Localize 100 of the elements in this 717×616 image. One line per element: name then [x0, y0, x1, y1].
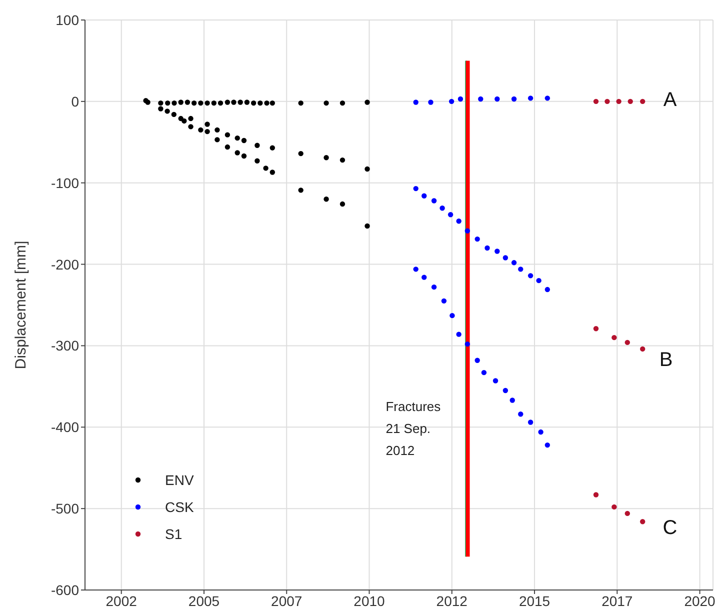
point — [178, 100, 184, 105]
point — [234, 150, 240, 156]
x-tick-label: 2015 — [518, 592, 550, 609]
point — [224, 144, 230, 150]
point — [478, 96, 484, 102]
point — [456, 332, 462, 337]
legend-label: ENV — [165, 472, 194, 488]
point — [224, 100, 230, 105]
point — [298, 188, 304, 193]
point — [511, 96, 517, 102]
point — [544, 286, 550, 292]
point — [211, 100, 217, 106]
point — [593, 492, 599, 498]
point — [234, 135, 240, 141]
point — [164, 108, 170, 114]
legend-label: S1 — [165, 526, 182, 542]
point — [324, 100, 329, 106]
x-tick-label: 2010 — [354, 592, 386, 609]
point — [241, 153, 247, 159]
point — [640, 519, 646, 524]
point — [448, 212, 454, 218]
point — [492, 378, 498, 384]
annotation: Fractures 21 Sep. 2012 — [386, 398, 442, 458]
point — [510, 398, 515, 403]
point — [264, 100, 270, 106]
point — [640, 346, 646, 352]
point — [624, 510, 630, 516]
point — [640, 98, 646, 104]
point — [214, 137, 220, 142]
point — [188, 116, 194, 122]
x-tick-label: 2012 — [436, 592, 468, 609]
y-tick-label: -400 — [50, 419, 80, 436]
x-tick-label: 2005 — [188, 592, 220, 609]
point — [198, 127, 204, 133]
point — [544, 96, 550, 101]
y-tick-label: -200 — [50, 256, 80, 272]
point — [544, 442, 550, 448]
point — [238, 100, 243, 105]
point — [536, 278, 542, 284]
point — [441, 298, 447, 304]
point — [428, 100, 434, 105]
point — [270, 145, 276, 150]
y-tick-label: -100 — [50, 174, 80, 191]
point — [364, 166, 370, 172]
point — [484, 245, 490, 251]
point — [624, 340, 630, 346]
point — [612, 504, 617, 510]
point — [171, 112, 177, 118]
point — [458, 96, 464, 102]
point — [464, 228, 470, 234]
point — [431, 284, 437, 290]
point — [204, 100, 210, 106]
annotation: B — [658, 348, 674, 372]
point — [593, 326, 599, 332]
x-tick-label: 2007 — [271, 592, 302, 609]
point — [502, 255, 508, 260]
point — [364, 100, 370, 105]
y-tick-label: -500 — [50, 500, 80, 517]
y-tick-label: 0 — [71, 93, 80, 110]
point — [324, 155, 329, 160]
point — [270, 170, 276, 175]
point — [298, 150, 304, 156]
point — [413, 266, 418, 272]
point — [241, 138, 247, 144]
x-tick-label: 2020 — [684, 592, 716, 609]
point — [191, 100, 197, 106]
point — [440, 206, 445, 211]
x-tick-label: 2002 — [106, 592, 138, 609]
point — [502, 388, 508, 394]
point — [172, 100, 177, 106]
point — [340, 201, 346, 207]
annotation: A — [662, 88, 678, 112]
point — [464, 341, 470, 347]
y-tick-label: 100 — [56, 12, 80, 28]
point — [474, 236, 480, 242]
point — [413, 100, 418, 105]
point — [270, 100, 276, 106]
point — [616, 98, 622, 104]
point — [340, 100, 346, 106]
point — [198, 100, 204, 106]
point — [224, 132, 230, 138]
point — [612, 334, 617, 340]
point — [340, 157, 346, 163]
point — [204, 128, 210, 134]
point — [244, 100, 250, 105]
point — [481, 370, 487, 376]
point — [528, 273, 534, 278]
point — [254, 142, 260, 148]
point — [182, 118, 187, 124]
point — [422, 193, 427, 198]
annotation: C — [662, 516, 678, 540]
point — [184, 100, 190, 105]
point — [604, 98, 610, 104]
point — [518, 412, 524, 417]
y-tick-label: -600 — [50, 582, 80, 598]
point — [231, 100, 236, 105]
y-axis-title: Displacement [mm] — [12, 240, 30, 370]
point — [364, 223, 370, 229]
point — [258, 100, 263, 106]
point — [250, 100, 256, 106]
